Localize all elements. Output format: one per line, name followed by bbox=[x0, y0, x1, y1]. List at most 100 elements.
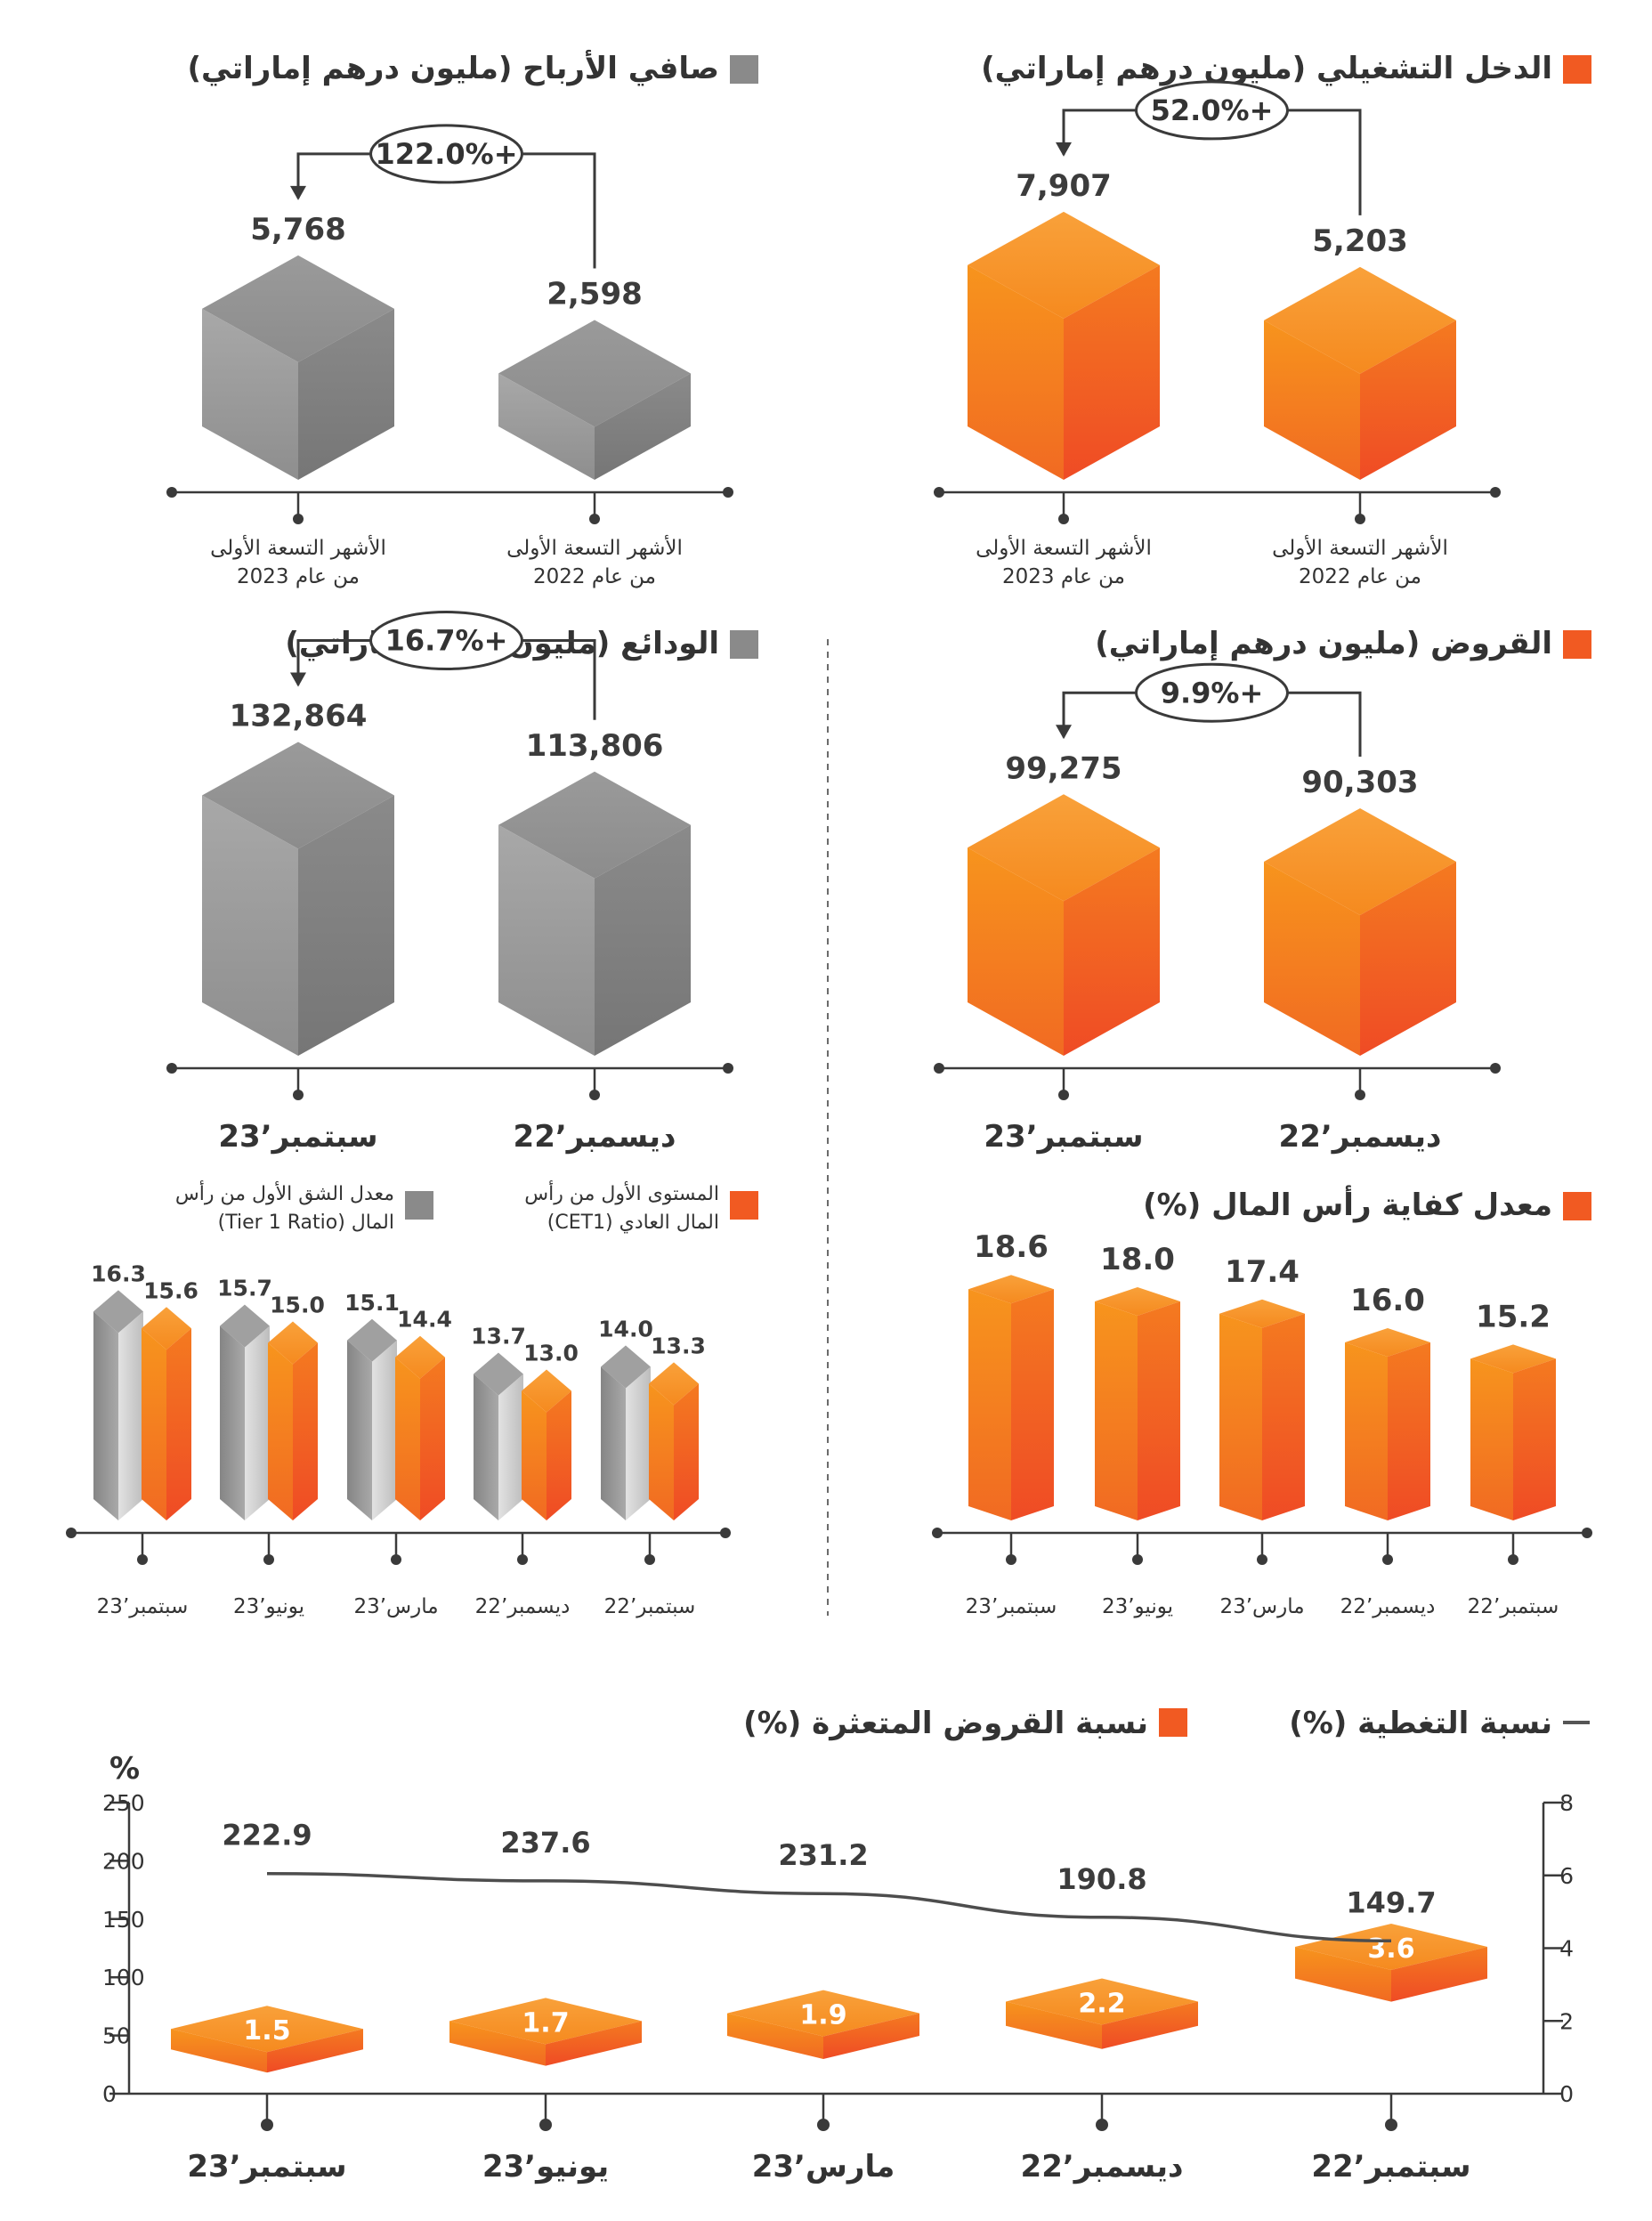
deposits-axis-tick-dot-0 bbox=[293, 1090, 304, 1100]
capital-adequacy-value-2: 17.4 bbox=[1225, 1254, 1300, 1290]
tier-ratios-category-1: يونيو’23 bbox=[233, 1595, 304, 1618]
net_profit-cube-1-right-face bbox=[595, 373, 691, 480]
left-axis-tick-label-5: 250 bbox=[102, 1790, 145, 1816]
net_profit-change-label: +122.0% bbox=[375, 137, 517, 171]
npl-legend-label: نسبة القروض المتعثرة (%) bbox=[743, 1706, 1148, 1741]
loans-cube-0-right-face bbox=[1064, 847, 1160, 1056]
loans-value-label-1: 90,303 bbox=[1301, 765, 1418, 800]
npl-category-1: يونيو’23 bbox=[482, 2149, 609, 2185]
net_profit-axis-tick-dot-0 bbox=[293, 514, 304, 524]
cet1-value-4: 13.3 bbox=[651, 1333, 706, 1358]
capital-adequacy-axis-end-left bbox=[932, 1528, 943, 1538]
npl-axis-tick-dot-3 bbox=[1096, 2119, 1108, 2131]
net_profit-category-line2-0: من عام 2023 bbox=[237, 565, 360, 588]
npl-tile-right-0 bbox=[267, 2029, 363, 2073]
left-axis-unit: % bbox=[109, 1751, 140, 1787]
npl-tile-right-1 bbox=[546, 2021, 642, 2066]
cet1-value-2: 14.4 bbox=[397, 1307, 452, 1333]
capital-adequacy-axis-tick-dot-3 bbox=[1382, 1554, 1393, 1565]
npl-value-3: 2.2 bbox=[1078, 1988, 1125, 2019]
net-profit-title: صافي الأرباح (مليون درهم إماراتي) bbox=[187, 49, 719, 86]
operating_income-cube-0-right-face bbox=[1064, 264, 1160, 480]
net_profit-cube-1-left-face bbox=[498, 373, 595, 480]
left-axis-tick-label-4: 200 bbox=[102, 1848, 145, 1874]
capital-adequacy-bars: 18.6 18.0 17.4 16.0 15.2 سبتمبر’23 يونيو’23 مار… bbox=[932, 1229, 1592, 1618]
cet1-value-1: 15.0 bbox=[270, 1293, 325, 1318]
cet1-bar-right-1 bbox=[293, 1342, 318, 1520]
net_profit-category-line1-0: الأشهر التسعة الأولى bbox=[210, 535, 386, 560]
operating-income-chart: الدخل التشغيلي (مليون درهم إماراتي) 7,90… bbox=[934, 51, 1591, 588]
net-profit-marker bbox=[730, 55, 758, 84]
npl-tile-left-2 bbox=[727, 2013, 823, 2059]
left-axis-tick-label-2: 100 bbox=[102, 1965, 145, 1990]
deposits-change-arrowhead bbox=[290, 672, 306, 687]
tier1-value-0: 16.3 bbox=[91, 1260, 146, 1286]
loans-value-label-0: 99,275 bbox=[1005, 750, 1122, 786]
net_profit-value-label-1: 2,598 bbox=[547, 277, 643, 312]
npl-axis-tick-dot-2 bbox=[817, 2119, 830, 2131]
npl-tile-left-1 bbox=[449, 2021, 546, 2066]
tier1-legend-line1: معدل الشق الأول من رأس bbox=[175, 1180, 394, 1205]
tier1-bar-left-2 bbox=[347, 1340, 372, 1520]
npl-tile-left-0 bbox=[171, 2029, 267, 2073]
operating_income-change-arrowhead bbox=[1056, 142, 1072, 157]
tier-ratios-category-3: ديسمبر’22 bbox=[475, 1595, 571, 1618]
operating_income-value-label-0: 7,907 bbox=[1016, 168, 1112, 204]
tier-ratios-axis-end-right bbox=[720, 1528, 731, 1538]
operating_income-axis-tick-dot-1 bbox=[1355, 514, 1365, 524]
deposits-marker bbox=[730, 630, 758, 659]
tier1-bar-left-4 bbox=[601, 1366, 626, 1520]
operating_income-axis-end-right bbox=[1490, 487, 1501, 498]
capital-adequacy-value-1: 18.0 bbox=[1100, 1242, 1175, 1277]
tier-ratios-axis-tick-dot-1 bbox=[263, 1554, 274, 1565]
tier1-value-2: 15.1 bbox=[344, 1290, 400, 1316]
net-profit-chart: صافي الأرباح (مليون درهم إماراتي) 5,768 2… bbox=[166, 49, 758, 588]
operating_income-category-line2-1: من عام 2022 bbox=[1299, 565, 1421, 588]
tier-ratios-category-0: سبتمبر’23 bbox=[97, 1595, 189, 1618]
capital-adequacy-axis-tick-dot-4 bbox=[1508, 1554, 1518, 1565]
operating_income-category-line1-0: الأشهر التسعة الأولى bbox=[976, 535, 1152, 560]
net_profit-axis-end-right bbox=[723, 487, 733, 498]
capital-adequacy-bar-0-left-face bbox=[968, 1289, 1011, 1520]
operating_income-value-label-1: 5,203 bbox=[1312, 223, 1408, 259]
net-profit-cubes: 5,768 2,598 +122.0% الأشهر التسعة الأولى من … bbox=[166, 124, 733, 588]
npl-coverage-plot: 0 50 100 150 200 250 0 2 4 6 8 1.5 1.7 1.9 2.2 3.6 222.9… bbox=[102, 1790, 1574, 2185]
loans-axis-end-right bbox=[1490, 1063, 1501, 1074]
coverage-value-4: 149.7 bbox=[1346, 1885, 1436, 1919]
capital-adequacy-category-4: سبتمبر’22 bbox=[1468, 1595, 1559, 1618]
operating_income-change-ellipse bbox=[1135, 80, 1289, 141]
deposits-chart: الودائع (مليون درهم إماراتي) 132,864113,… bbox=[166, 610, 758, 1155]
npl-axis-tick-dot-0 bbox=[261, 2119, 273, 2131]
tier1-bar-right-3 bbox=[498, 1374, 523, 1520]
operating-income-cubes: 7,907 5,203 +52.0% الأشهر التسعة الأولى من ع… bbox=[934, 80, 1501, 588]
capital-adequacy-title: معدل كفاية رأس المال (%) bbox=[1143, 1185, 1552, 1223]
tier1-bar-right-4 bbox=[626, 1366, 651, 1520]
capital-adequacy-axis-tick-dot-1 bbox=[1132, 1554, 1143, 1565]
tier-ratios-axis-tick-dot-0 bbox=[137, 1554, 148, 1565]
loans-title: القروض (مليون درهم إماراتي) bbox=[1095, 626, 1552, 661]
loans-axis-tick-dot-1 bbox=[1355, 1090, 1365, 1100]
cet1-bar-right-2 bbox=[420, 1357, 445, 1520]
operating_income-cube-0-left-face bbox=[968, 264, 1064, 480]
cet1-bar-left-1 bbox=[268, 1342, 293, 1520]
npl-coverage-chart: نسبة التغطية (%) نسبة القروض المتعثرة (%… bbox=[102, 1706, 1590, 2185]
loans-axis-tick-dot-0 bbox=[1058, 1090, 1069, 1100]
tier1-value-4: 14.0 bbox=[598, 1317, 653, 1342]
loans-axis-end-left bbox=[934, 1063, 944, 1074]
deposits-category-0: سبتمبر’23 bbox=[218, 1119, 377, 1155]
tier-ratios-axis-tick-dot-2 bbox=[391, 1554, 401, 1565]
cet1-bar-right-3 bbox=[547, 1390, 571, 1520]
capital-adequacy-bar-0-right-face bbox=[1011, 1289, 1054, 1520]
capital-adequacy-category-1: يونيو’23 bbox=[1102, 1595, 1173, 1618]
capital-adequacy-bar-3-right-face bbox=[1388, 1342, 1430, 1520]
npl-value-1: 1.7 bbox=[522, 2007, 569, 2039]
cet1-bar-left-3 bbox=[522, 1390, 547, 1520]
loans-cube-1-left-face bbox=[1264, 862, 1360, 1056]
tier1-bar-left-0 bbox=[93, 1311, 118, 1520]
tier1-bar-left-3 bbox=[474, 1374, 498, 1520]
deposits-axis-tick-dot-1 bbox=[589, 1090, 600, 1100]
capital-adequacy-bar-3-left-face bbox=[1345, 1342, 1388, 1520]
npl-category-4: سبتمبر’22 bbox=[1311, 2149, 1470, 2185]
net_profit-category-line2-1: من عام 2022 bbox=[533, 565, 656, 588]
cet1-bar-left-0 bbox=[142, 1328, 166, 1520]
